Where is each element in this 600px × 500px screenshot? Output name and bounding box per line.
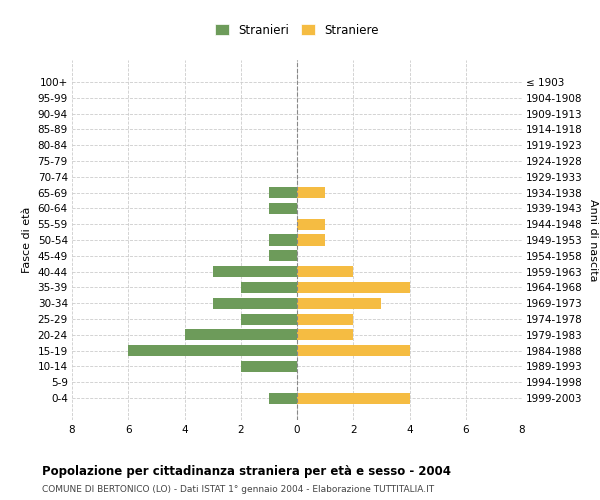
Bar bbox=[297, 187, 325, 198]
Y-axis label: Anni di nascita: Anni di nascita bbox=[589, 198, 598, 281]
Bar bbox=[269, 234, 297, 246]
Bar bbox=[297, 330, 353, 340]
Bar bbox=[128, 345, 297, 356]
Text: COMUNE DI BERTONICO (LO) - Dati ISTAT 1° gennaio 2004 - Elaborazione TUTTITALIA.: COMUNE DI BERTONICO (LO) - Dati ISTAT 1°… bbox=[42, 485, 434, 494]
Bar bbox=[297, 392, 409, 404]
Bar bbox=[297, 234, 325, 246]
Bar bbox=[297, 345, 409, 356]
Legend: Stranieri, Straniere: Stranieri, Straniere bbox=[210, 19, 384, 42]
Bar bbox=[212, 266, 297, 277]
Bar bbox=[269, 392, 297, 404]
Bar bbox=[269, 187, 297, 198]
Bar bbox=[297, 218, 325, 230]
Bar bbox=[241, 314, 297, 324]
Text: Popolazione per cittadinanza straniera per età e sesso - 2004: Popolazione per cittadinanza straniera p… bbox=[42, 465, 451, 478]
Bar bbox=[269, 203, 297, 214]
Bar bbox=[241, 361, 297, 372]
Bar bbox=[185, 330, 297, 340]
Bar bbox=[269, 250, 297, 262]
Bar bbox=[297, 314, 353, 324]
Bar bbox=[297, 298, 382, 309]
Bar bbox=[297, 282, 409, 293]
Bar bbox=[212, 298, 297, 309]
Bar bbox=[297, 266, 353, 277]
Bar bbox=[241, 282, 297, 293]
Y-axis label: Fasce di età: Fasce di età bbox=[22, 207, 32, 273]
